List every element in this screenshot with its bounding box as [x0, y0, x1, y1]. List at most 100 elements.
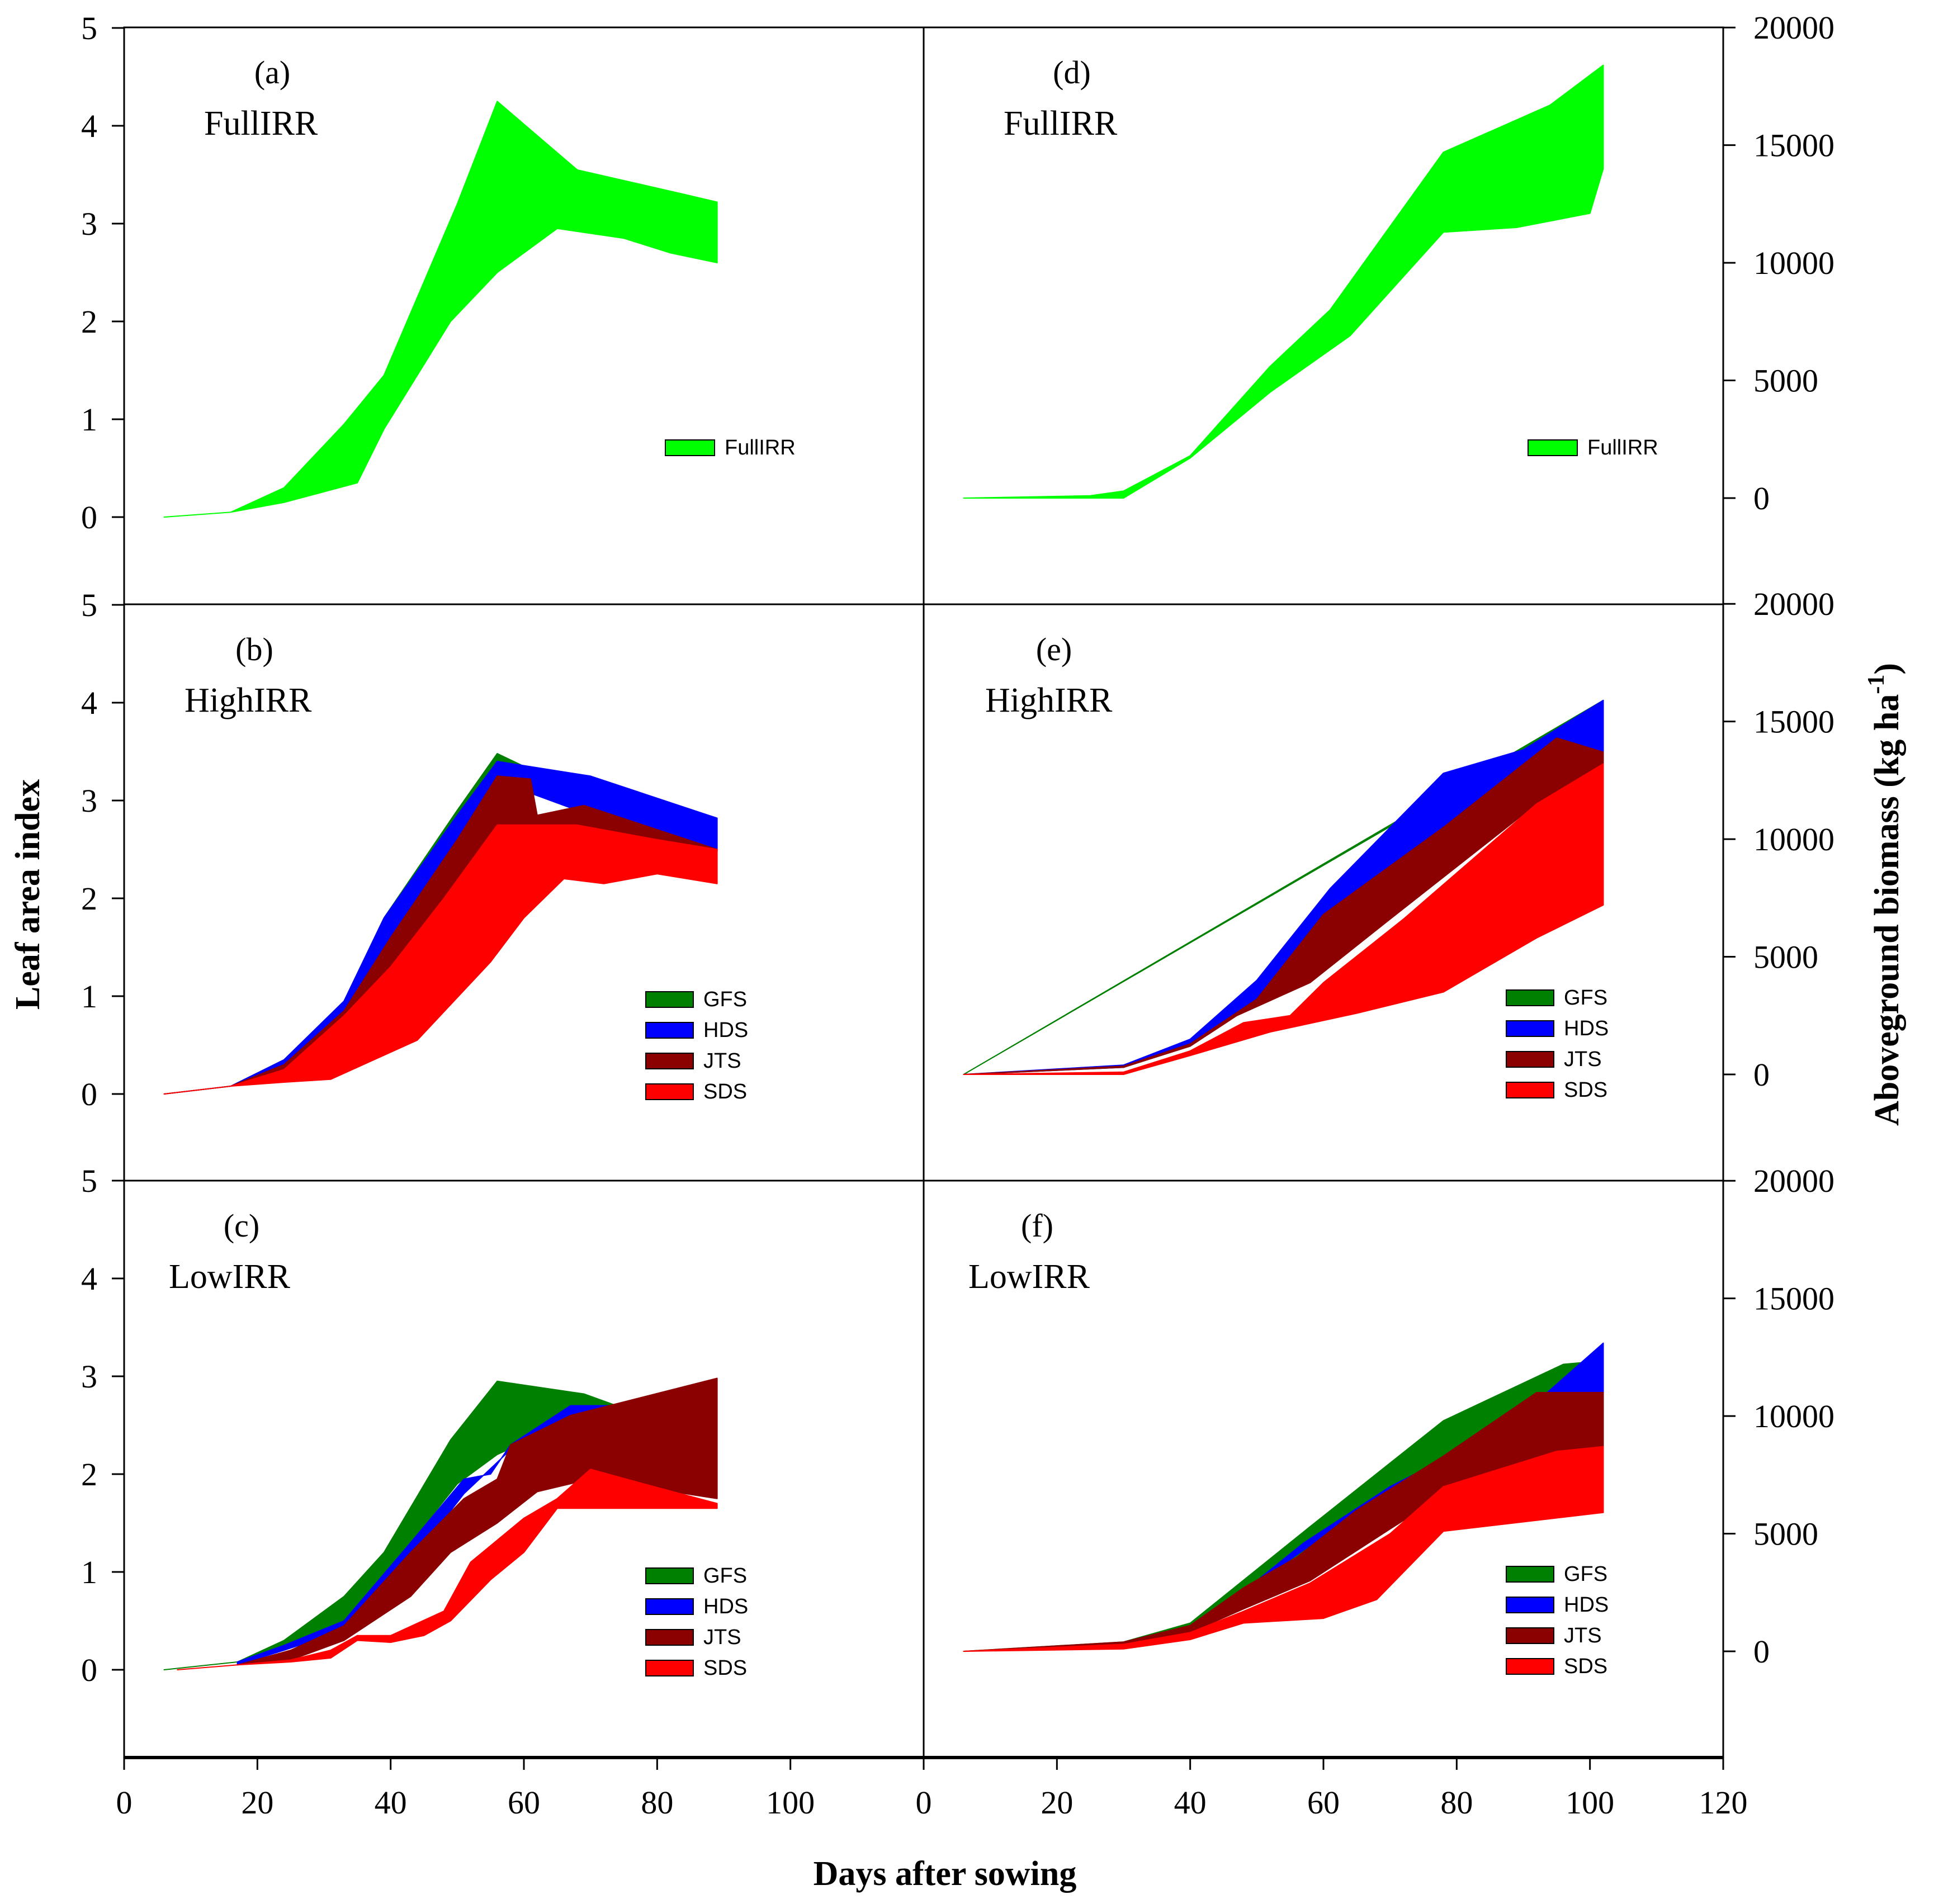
legend-swatch-sds — [645, 1660, 694, 1676]
y-tick-label: 0 — [81, 1076, 97, 1112]
x-tick-label: 20 — [241, 1784, 273, 1821]
treatment-label: HighIRR — [985, 681, 1113, 719]
right-axis-title: Aboveground biomass (kg ha-1) — [1864, 663, 1906, 1126]
y-tick-label: 4 — [81, 108, 97, 144]
legend-swatch-hds — [645, 1598, 694, 1615]
legend-label-fullirr: FullIRR — [725, 436, 796, 460]
legend-label-hds: HDS — [703, 1595, 748, 1618]
legend-label-jts: JTS — [703, 1049, 741, 1073]
legend-swatch-jts — [1506, 1051, 1554, 1068]
panel-label: (c) — [224, 1207, 259, 1244]
panel-e: (e) HighIRR GFS HDS JTS SDS 0 5000 10000 15000 200… — [963, 586, 1834, 1102]
x-tick-label: 0 — [116, 1784, 133, 1821]
y-tick-label: 15000 — [1753, 704, 1834, 740]
area-sds — [177, 1469, 718, 1670]
treatment-label: LowIRR — [968, 1258, 1090, 1296]
legend-swatch-gfs — [645, 1567, 694, 1584]
x-tick-label: 120 — [1699, 1784, 1748, 1821]
left-axis-title: Leaf area index — [9, 779, 47, 1010]
legend-label-gfs: GFS — [1564, 1562, 1607, 1586]
legend: GFS HDS JTS SDS — [1506, 986, 1609, 1102]
legend-label-sds: SDS — [1564, 1078, 1607, 1102]
legend-swatch-fullirr — [665, 439, 715, 456]
panel-label: (b) — [235, 631, 273, 667]
x-tick-label: 100 — [766, 1784, 815, 1821]
treatment-label: LowIRR — [169, 1258, 291, 1296]
y-tick-label: 0 — [81, 1652, 97, 1688]
legend-swatch-jts — [1506, 1627, 1554, 1644]
y-tick-label: 10000 — [1753, 245, 1834, 281]
x-tick-label: 0 — [916, 1784, 932, 1821]
legend-swatch-hds — [1506, 1020, 1554, 1037]
legend-label-hds: HDS — [1564, 1593, 1609, 1617]
x-tick-label: 60 — [1307, 1784, 1340, 1821]
legend-swatch-hds — [645, 1022, 694, 1039]
series-group — [963, 1342, 1604, 1652]
left-y-axis: 0 1 2 3 4 5 — [81, 1163, 124, 1688]
y-tick-label: 5000 — [1753, 939, 1818, 975]
y-tick-label: 20000 — [1753, 586, 1834, 622]
panel-c: (c) LowIRR GFS HDS JTS SDS 0 1 2 3 4 5 — [81, 1163, 748, 1688]
right-y-axis: 0 5000 10000 15000 20000 — [1723, 586, 1834, 1093]
y-tick-label: 2 — [81, 880, 97, 917]
legend-label-sds: SDS — [703, 1656, 747, 1680]
x-axis-right: 0 20 40 60 80 100 120 — [916, 1758, 1748, 1821]
legend-swatch-sds — [645, 1083, 694, 1100]
right-y-axis: 0 5000 10000 15000 20000 — [1723, 1163, 1834, 1670]
y-tick-label: 2 — [81, 304, 97, 340]
series-group — [163, 1377, 718, 1670]
legend-label-gfs: GFS — [1564, 986, 1607, 1010]
y-tick-label: 10000 — [1753, 1398, 1834, 1434]
y-tick-label: 1 — [81, 1554, 97, 1590]
x-tick-label: 40 — [375, 1784, 407, 1821]
y-tick-label: 1 — [81, 401, 97, 438]
area-fullirr — [163, 101, 718, 518]
x-tick-label: 20 — [1041, 1784, 1073, 1821]
right-axis-title-sup: -1 — [1864, 675, 1889, 694]
x-tick-label: 100 — [1566, 1784, 1614, 1821]
panel-b: (b) HighIRR GFS HDS JTS SDS 0 1 2 3 4 5 — [81, 587, 748, 1112]
x-tick-label: 40 — [1174, 1784, 1207, 1821]
legend-swatch-sds — [1506, 1658, 1554, 1675]
legend-swatch-jts — [645, 1053, 694, 1069]
y-tick-label: 5 — [81, 587, 97, 623]
area-jts — [237, 1377, 718, 1666]
y-tick-label: 5000 — [1753, 1516, 1818, 1552]
right-y-axis: 0 5000 10000 15000 20000 — [1723, 10, 1834, 517]
y-tick-label: 10000 — [1753, 821, 1834, 858]
y-tick-label: 0 — [81, 499, 97, 536]
legend-label-hds: HDS — [1564, 1017, 1609, 1040]
x-tick-label: 80 — [1440, 1784, 1473, 1821]
panel-d: (d) FullIRR FullIRR 0 5000 10000 15000 20000 — [963, 10, 1834, 517]
legend-swatch-gfs — [1506, 1566, 1554, 1583]
area-fullirr — [963, 64, 1604, 499]
legend-label-gfs: GFS — [703, 1564, 747, 1588]
legend-swatch-fullirr — [1528, 439, 1578, 456]
treatment-label: FullIRR — [204, 105, 318, 143]
x-axis-title: Days after sowing — [814, 1855, 1077, 1893]
y-tick-label: 1 — [81, 978, 97, 1015]
y-tick-label: 3 — [81, 206, 97, 242]
bottom-axes: 0 20 40 60 80 100 0 20 40 60 80 100 120 — [116, 1758, 1748, 1821]
y-tick-label: 5000 — [1753, 363, 1818, 399]
legend-swatch-hds — [1506, 1597, 1554, 1613]
legend-label-fullirr: FullIRR — [1587, 436, 1658, 460]
panel-f: (f) LowIRR GFS HDS JTS SDS 0 5000 10000 15000 2000… — [963, 1163, 1834, 1678]
panel-label: (d) — [1053, 54, 1091, 91]
legend: GFS HDS JTS SDS — [645, 1564, 748, 1680]
y-tick-label: 15000 — [1753, 127, 1834, 164]
legend: FullIRR — [1528, 436, 1658, 460]
legend-label-sds: SDS — [703, 1080, 747, 1103]
legend-label-jts: JTS — [1564, 1048, 1602, 1071]
area-jts — [963, 1392, 1604, 1652]
left-y-axis: 0 1 2 3 4 5 — [81, 587, 124, 1112]
legend-swatch-gfs — [645, 991, 694, 1008]
legend-label-gfs: GFS — [703, 988, 747, 1011]
legend: GFS HDS JTS SDS — [645, 988, 748, 1103]
treatment-label: FullIRR — [1004, 105, 1118, 143]
legend-swatch-gfs — [1506, 989, 1554, 1006]
legend-swatch-jts — [645, 1629, 694, 1646]
y-tick-label: 0 — [1753, 480, 1770, 517]
legend: FullIRR — [665, 436, 796, 460]
y-tick-label: 15000 — [1753, 1281, 1834, 1317]
